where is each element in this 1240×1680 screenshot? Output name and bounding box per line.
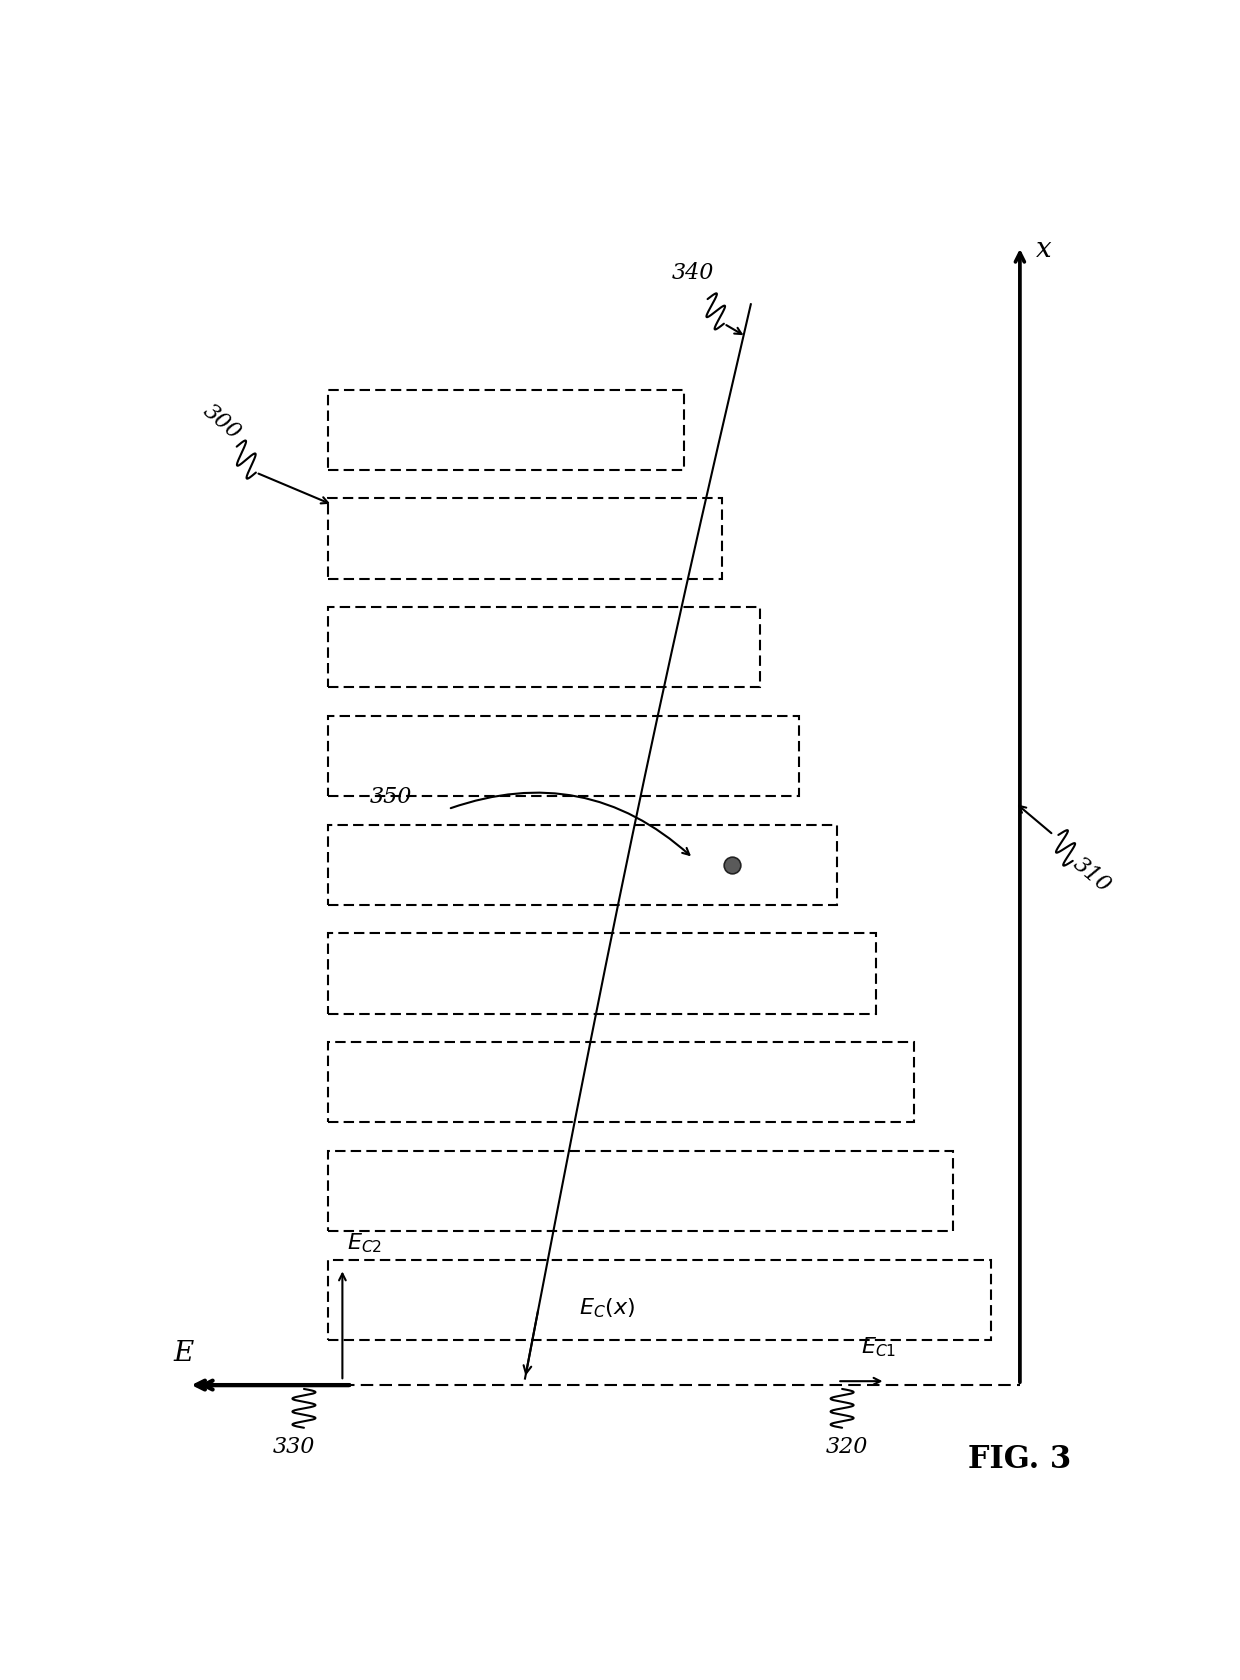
Bar: [327, 390, 683, 470]
Bar: [327, 1260, 991, 1341]
Text: E: E: [174, 1339, 193, 1366]
Text: x: x: [1037, 235, 1052, 264]
Text: 320: 320: [826, 1435, 868, 1457]
Bar: [327, 608, 760, 689]
Bar: [327, 1042, 914, 1122]
Text: FIG. 3: FIG. 3: [968, 1443, 1071, 1475]
Text: $E_C(x)$: $E_C(x)$: [579, 1295, 635, 1319]
Bar: [327, 1151, 952, 1231]
Bar: [327, 716, 799, 796]
Bar: [327, 825, 837, 906]
Text: 310: 310: [1069, 852, 1115, 897]
Bar: [327, 499, 722, 580]
Text: 300: 300: [198, 400, 246, 444]
Text: 330: 330: [273, 1435, 315, 1457]
Text: 340: 340: [672, 262, 714, 284]
Bar: [327, 934, 875, 1015]
Text: $E_{C2}$: $E_{C2}$: [347, 1231, 382, 1255]
Text: $E_{C1}$: $E_{C1}$: [862, 1334, 897, 1357]
Text: 350: 350: [370, 786, 412, 808]
